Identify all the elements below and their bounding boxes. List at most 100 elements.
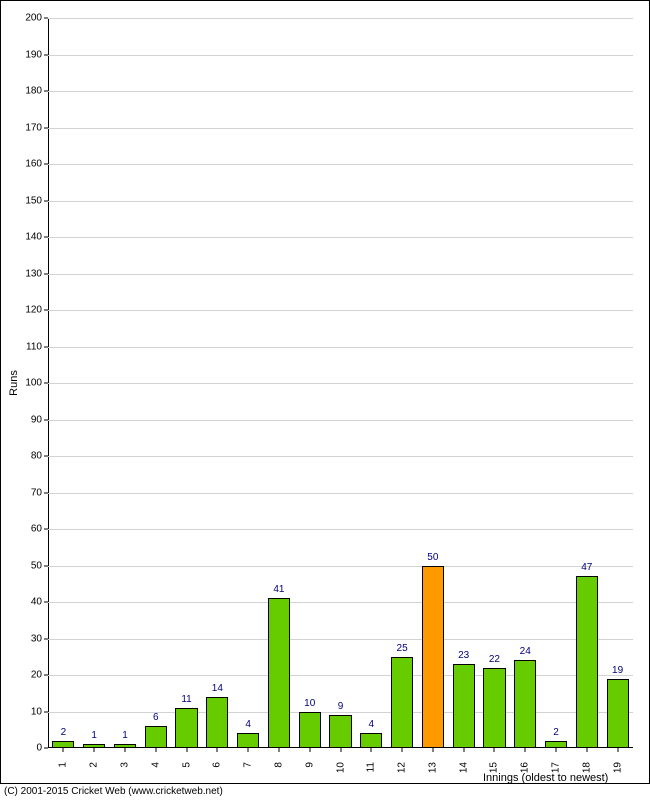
ytick-mark	[44, 711, 48, 712]
xtick-label: 9	[304, 762, 315, 768]
gridline	[48, 237, 633, 238]
xtick-mark	[309, 748, 310, 752]
gridline	[48, 91, 633, 92]
ytick-mark	[44, 748, 48, 749]
gridline	[48, 55, 633, 56]
gridline	[48, 18, 633, 19]
x-axis-label: Innings (oldest to newest)	[483, 772, 608, 784]
bar-value-label: 1	[91, 730, 97, 741]
bar	[145, 726, 167, 748]
xtick-mark	[617, 748, 618, 752]
bar-value-label: 4	[245, 719, 251, 730]
xtick-label: 8	[273, 762, 284, 768]
xtick-mark	[371, 748, 372, 752]
xtick-mark	[186, 748, 187, 752]
bar	[299, 712, 321, 749]
gridline	[48, 420, 633, 421]
bar-value-label: 2	[553, 727, 559, 738]
xtick-mark	[248, 748, 249, 752]
bar	[52, 741, 74, 748]
ytick-mark	[44, 237, 48, 238]
bar	[514, 660, 536, 748]
ytick-label: 20	[31, 670, 42, 681]
bar	[237, 733, 259, 748]
ytick-mark	[44, 200, 48, 201]
ytick-mark	[44, 164, 48, 165]
gridline	[48, 164, 633, 165]
ytick-label: 40	[31, 597, 42, 608]
ytick-mark	[44, 638, 48, 639]
ytick-label: 170	[25, 122, 42, 133]
ytick-mark	[44, 383, 48, 384]
bar-value-label: 4	[369, 719, 375, 730]
ytick-mark	[44, 310, 48, 311]
xtick-label: 5	[181, 762, 192, 768]
bar-value-label: 11	[181, 694, 191, 705]
ytick-mark	[44, 602, 48, 603]
bar-value-label: 10	[304, 698, 315, 709]
ytick-label: 10	[31, 706, 42, 717]
ytick-mark	[44, 346, 48, 347]
bar	[391, 657, 413, 748]
gridline	[48, 456, 633, 457]
bar-value-label: 50	[427, 552, 438, 563]
bar-value-label: 19	[612, 665, 623, 676]
xtick-mark	[124, 748, 125, 752]
bar	[576, 576, 598, 748]
xtick-label: 7	[243, 762, 254, 768]
ytick-label: 100	[25, 378, 42, 389]
ytick-label: 140	[25, 232, 42, 243]
bar-value-label: 14	[212, 683, 223, 694]
ytick-label: 0	[36, 743, 42, 754]
gridline	[48, 310, 633, 311]
ytick-label: 110	[26, 341, 42, 352]
bar-value-label: 9	[338, 701, 344, 712]
ytick-label: 150	[25, 195, 42, 206]
xtick-label: 10	[335, 762, 346, 773]
xtick-mark	[155, 748, 156, 752]
gridline	[48, 493, 633, 494]
xtick-label: 4	[150, 762, 161, 768]
gridline	[48, 529, 633, 530]
gridline	[48, 383, 633, 384]
xtick-mark	[63, 748, 64, 752]
xtick-mark	[402, 748, 403, 752]
ytick-mark	[44, 273, 48, 274]
bar-value-label: 23	[458, 650, 469, 661]
ytick-mark	[44, 54, 48, 55]
ytick-mark	[44, 18, 48, 19]
ytick-label: 160	[25, 159, 42, 170]
gridline	[48, 347, 633, 348]
xtick-mark	[463, 748, 464, 752]
ytick-mark	[44, 127, 48, 128]
bar-value-label: 6	[153, 712, 159, 723]
bar	[268, 598, 290, 748]
ytick-label: 30	[31, 633, 42, 644]
gridline	[48, 201, 633, 202]
xtick-mark	[340, 748, 341, 752]
gridline	[48, 675, 633, 676]
bar	[422, 566, 444, 749]
ytick-label: 130	[25, 268, 42, 279]
xtick-mark	[586, 748, 587, 752]
ytick-mark	[44, 419, 48, 420]
xtick-label: 11	[366, 762, 377, 772]
bar	[360, 733, 382, 748]
bar	[607, 679, 629, 748]
ytick-mark	[44, 492, 48, 493]
xtick-label: 12	[397, 762, 408, 773]
y-axis-label: Runs	[8, 370, 20, 396]
gridline	[48, 566, 633, 567]
xtick-label: 14	[458, 762, 469, 773]
xtick-mark	[217, 748, 218, 752]
ytick-label: 70	[31, 487, 42, 498]
ytick-label: 120	[25, 305, 42, 316]
chart-container: 0102030405060708090100110120130140150160…	[0, 0, 650, 800]
gridline	[48, 602, 633, 603]
gridline	[48, 274, 633, 275]
xtick-label: 6	[212, 762, 223, 768]
ytick-mark	[44, 529, 48, 530]
ytick-label: 180	[25, 86, 42, 97]
bar-value-label: 47	[581, 562, 592, 573]
bar	[453, 664, 475, 748]
